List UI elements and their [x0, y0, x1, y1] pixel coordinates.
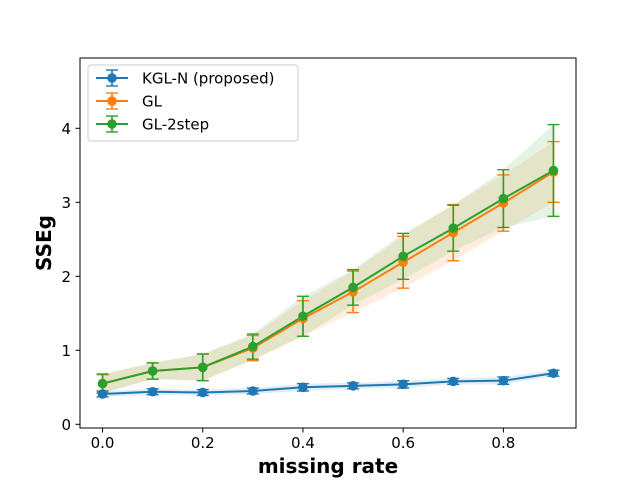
legend: KGL-N (proposed) GL GL-2step: [87, 64, 299, 142]
x-tick-label: 0.8: [491, 434, 515, 452]
legend-gl-2step-label: GL-2step: [142, 116, 209, 134]
series-lines: [102, 169, 554, 395]
kgl-n-proposed-error-band: [102, 370, 554, 397]
kgl-n-proposed-point: [498, 375, 509, 386]
y-tick-label: 1: [61, 342, 71, 360]
y-tick-label: 3: [61, 194, 71, 212]
gl-error-band: [102, 141, 554, 393]
y-axis-title: SSEg: [32, 215, 56, 271]
gl-2step-point: [248, 341, 258, 352]
legend-gl-marker: [107, 96, 117, 106]
x-axis-ticks: 0.0 0.2 0.4 0.6 0.8: [91, 428, 515, 452]
gl-2step-point: [548, 165, 559, 176]
y-tick-label: 4: [61, 120, 71, 138]
legend-kgl-n-proposed-marker: [107, 73, 117, 83]
gl-2step-point: [298, 311, 308, 322]
gl-2step-error-band: [102, 124, 554, 394]
x-axis-title: missing rate: [258, 454, 398, 478]
gl-2step-point: [197, 362, 208, 373]
kgl-n-proposed-point: [298, 382, 308, 393]
legend-gl-label: GL: [142, 93, 163, 111]
gl-2step-point: [398, 251, 408, 262]
gl-2step-line: [102, 169, 554, 385]
kgl-n-proposed-point: [97, 389, 108, 399]
gl-2step-point: [448, 223, 459, 233]
kgl-n-proposed-point: [548, 368, 559, 379]
y-axis-ticks: 0 1 2 3 4: [61, 120, 80, 434]
kgl-n-proposed-point: [147, 386, 158, 397]
gl-2step-point: [147, 366, 158, 376]
y-tick-label: 2: [61, 268, 71, 286]
kgl-n-proposed-point: [348, 381, 358, 391]
plot-area-frame: [79, 57, 577, 429]
legend-box: [87, 64, 299, 142]
error-bands: [102, 124, 554, 397]
gl-2step-point: [97, 378, 108, 389]
gl-2step-point: [498, 193, 509, 204]
legend-gl-2step-marker: [107, 119, 117, 129]
gl-2step-point: [348, 282, 358, 293]
kgl-n-proposed-point: [248, 386, 258, 396]
x-tick-label: 0.0: [91, 434, 115, 452]
x-tick-label: 0.4: [291, 434, 315, 452]
legend-kgl-n-proposed-label: KGL-N (proposed): [142, 70, 274, 88]
y-tick-label: 0: [61, 416, 71, 434]
kgl-n-proposed-line: [102, 372, 554, 395]
x-tick-label: 0.6: [391, 434, 415, 452]
data-points: [97, 165, 559, 399]
kgl-n-proposed-point: [197, 387, 208, 398]
x-tick-label: 0.2: [191, 434, 215, 452]
kgl-n-proposed-point: [398, 379, 408, 390]
kgl-n-proposed-point: [448, 376, 459, 387]
